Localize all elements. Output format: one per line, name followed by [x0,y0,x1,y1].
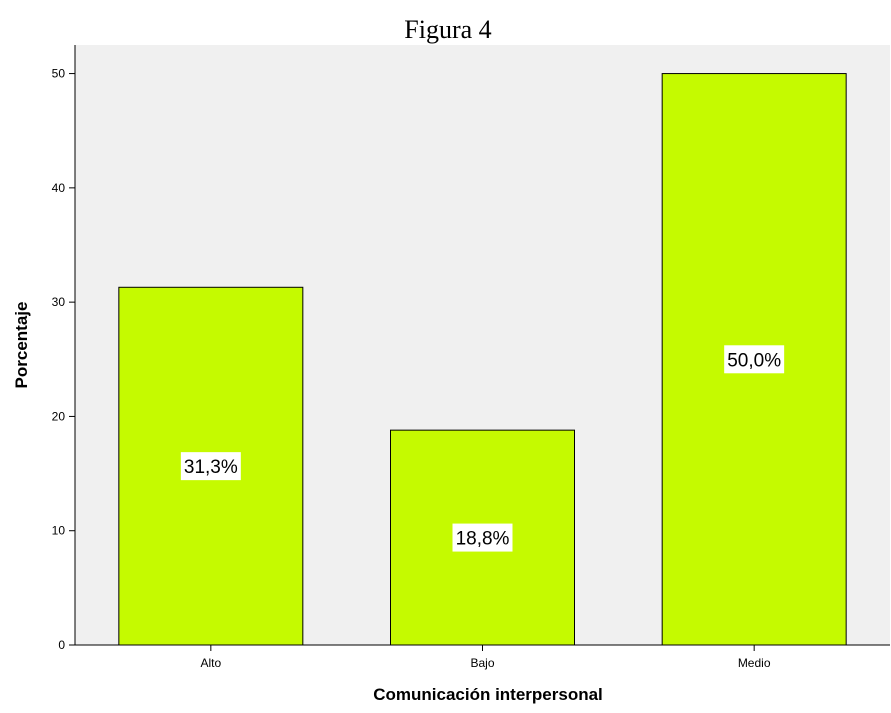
data-label-alto: 31,3% [180,452,241,481]
y-tick-label: 20 [52,409,66,423]
y-tick-label: 40 [52,181,66,195]
y-axis-label: Porcentaje [12,302,31,389]
data-label: 50,0% [727,350,781,371]
x-tick-label: Alto [200,656,221,670]
data-label-box [180,452,241,481]
data-label: 18,8% [456,529,510,550]
y-tick-label: 30 [52,295,66,309]
chart-title: Figura 4 [404,15,491,44]
y-tick-label: 10 [52,524,66,538]
y-tick-label: 50 [52,67,66,81]
data-label: 31,3% [184,457,238,478]
x-tick-label: Medio [738,656,771,670]
data-label-box [452,523,513,552]
data-label-medio: 50,0% [724,345,785,374]
data-label-bajo: 18,8% [452,523,513,552]
data-label-box [724,345,785,374]
x-tick-label: Bajo [470,656,494,670]
y-tick-label: 0 [58,638,65,652]
x-axis-label: Comunicación interpersonal [373,685,603,704]
